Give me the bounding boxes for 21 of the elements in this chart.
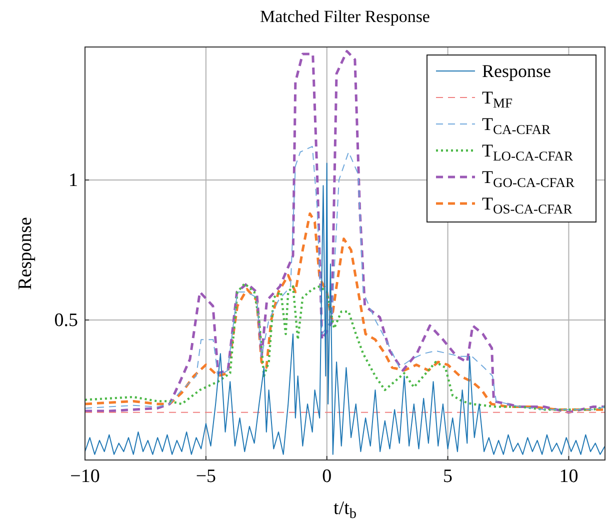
x-tick-label: −5: [196, 466, 216, 487]
legend-label: T$_{CA-CFAR}$: [482, 114, 551, 137]
line-series: [85, 50, 605, 414]
legend-label: Response: [482, 61, 552, 81]
line-series: [85, 162, 605, 455]
line-series: [85, 146, 605, 410]
y-axis-title: Response: [15, 217, 36, 290]
legend-label: T$_{MF}$: [482, 88, 514, 110]
line-series: [85, 212, 605, 411]
legend-label: T$_{GO-CA-CFAR}$: [482, 167, 575, 190]
x-tick-label: 10: [559, 466, 578, 487]
x-tick-label: −10: [70, 466, 100, 487]
legend-label: T$_{OS-CA-CFAR}$: [482, 194, 572, 216]
y-tick-label: 0.5: [54, 310, 78, 331]
x-axis-title: t/t$_{b}$: [334, 498, 356, 522]
y-tick-label: 1: [68, 170, 78, 191]
x-tick-label: 0: [322, 466, 332, 487]
line-series: [85, 282, 605, 411]
x-tick-label: 5: [443, 466, 453, 487]
chart-title: Matched Filter Response: [260, 7, 430, 26]
legend-label: T$_{LO-CA-CFAR}$: [482, 140, 574, 164]
